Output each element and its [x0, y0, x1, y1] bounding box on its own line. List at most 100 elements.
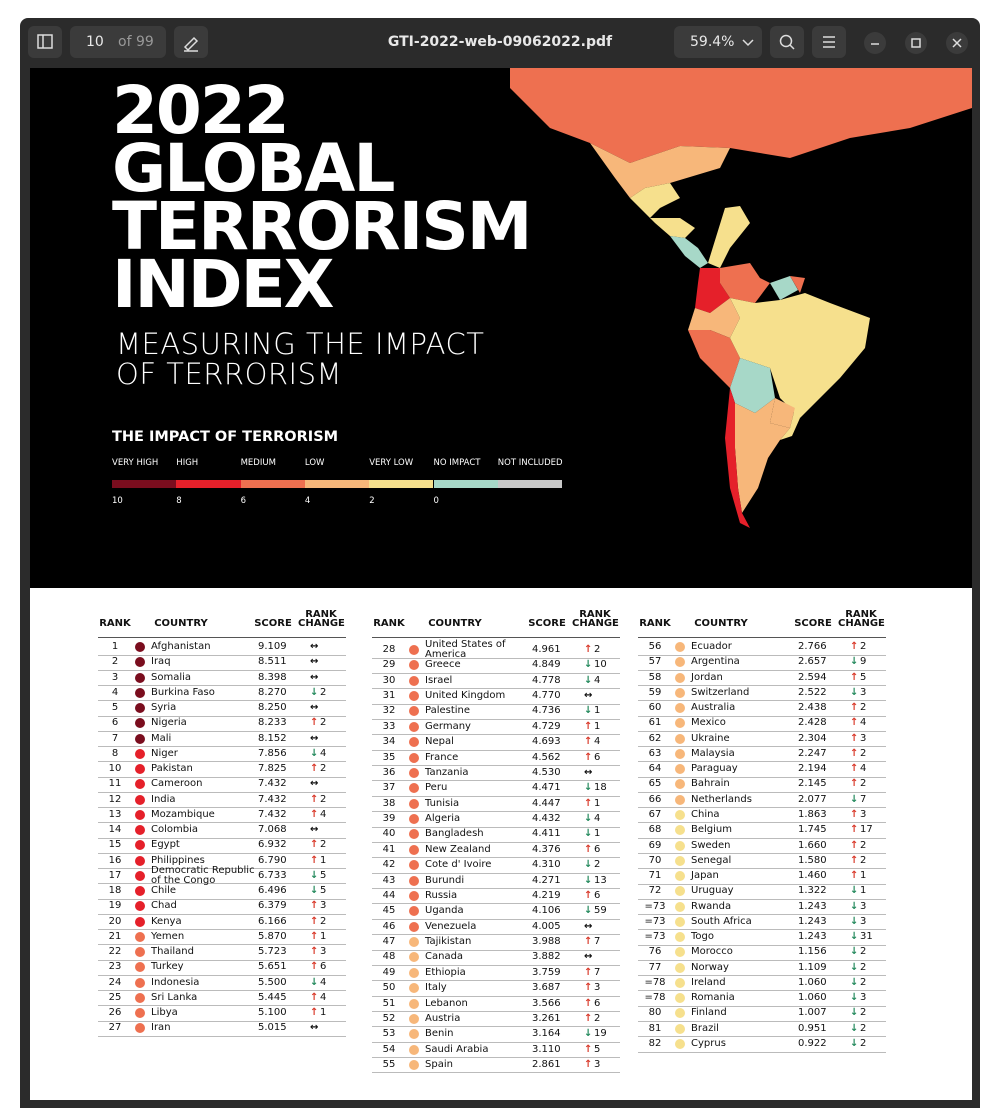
subtitle-line: MEASURING THE IMPACT [116, 327, 485, 361]
country: Colombia [151, 824, 198, 835]
score: 2.304 [798, 732, 827, 744]
row-rule [98, 669, 346, 671]
row-rule [638, 1020, 886, 1022]
row-rule [98, 807, 346, 808]
search-button[interactable] [770, 26, 804, 58]
row-rule [638, 761, 886, 763]
row-rule [98, 822, 346, 824]
score-dot [675, 1023, 685, 1034]
close-button[interactable] [946, 32, 968, 54]
column-header: COUNTRY [428, 618, 482, 629]
score: 4.778 [532, 674, 561, 686]
change-value: 2 [860, 747, 867, 759]
row-rule [372, 1057, 620, 1059]
window-controls [864, 32, 968, 54]
change-value: 6 [594, 997, 601, 1009]
score: 1.460 [798, 870, 827, 882]
change-value: 2 [320, 839, 327, 851]
country: Kenya [151, 915, 182, 927]
row-rule [372, 980, 620, 982]
menu-button[interactable] [812, 26, 846, 58]
change-arrow: ↔ [584, 690, 593, 702]
score: 1.745 [798, 824, 827, 836]
change-arrow: ↑ [584, 982, 593, 994]
rank: =78 [644, 992, 666, 1004]
rank: 54 [382, 1043, 396, 1055]
change-arrow: ↑ [310, 930, 319, 942]
country: Benin [425, 1028, 454, 1040]
title-line: TERRORISM [112, 188, 532, 265]
file-name: GTI-2022-web-09062022.pdf [387, 34, 613, 50]
score: 5.723 [258, 946, 287, 957]
change-arrow: ↓ [850, 961, 859, 973]
row-rule [98, 1005, 346, 1007]
score-dot [409, 952, 419, 963]
maximize-button[interactable] [905, 32, 927, 54]
country: Malaysia [691, 747, 735, 759]
country: Turkey [151, 961, 184, 973]
change-value: 1 [860, 885, 867, 897]
score: 3.566 [532, 997, 561, 1009]
sidebar-button[interactable] [28, 26, 62, 58]
score-dot [675, 840, 685, 851]
country: Morocco [691, 946, 733, 958]
score-dot [675, 993, 685, 1004]
change-arrow: ↑ [310, 839, 319, 851]
rank: 68 [648, 824, 662, 836]
change-value: 3 [860, 732, 867, 744]
legend-label: LOW [304, 458, 325, 468]
annotate-button[interactable] [174, 26, 208, 58]
zoom-select[interactable]: 59.4% [674, 26, 762, 58]
column-header: RANK CHANGE [298, 609, 345, 629]
rank: =73 [644, 915, 666, 927]
score: 1.156 [798, 946, 827, 958]
change-value: 3 [594, 982, 601, 994]
change-arrow: ↑ [310, 763, 319, 774]
row-rule [638, 868, 886, 870]
change-arrow: ↑ [310, 915, 319, 927]
rank: 18 [108, 885, 122, 896]
change-value: 2 [860, 961, 867, 973]
country: Spain [425, 1058, 453, 1070]
score-dot [135, 748, 145, 759]
change-arrow: ↔ [310, 656, 319, 668]
score: 7.825 [258, 763, 287, 774]
score: 4.376 [532, 843, 561, 855]
page-input[interactable]: 10 of 99 [70, 26, 166, 58]
rank: 45 [382, 905, 396, 917]
score-dot [409, 675, 419, 686]
country: Thailand [151, 946, 194, 957]
rank: 44 [382, 889, 396, 901]
legend-swatch [497, 480, 563, 488]
country: Peru [425, 782, 448, 794]
change-value: 9 [860, 656, 867, 668]
country: Norway [691, 961, 729, 973]
country: Canada [425, 951, 464, 963]
country: Netherlands [691, 793, 752, 805]
change-value: 6 [594, 843, 601, 855]
country: Germany [425, 720, 471, 732]
country: Chile [151, 885, 177, 896]
change-arrow: ↑ [310, 854, 319, 866]
row-rule [98, 1020, 346, 1022]
change-arrow: ↑ [584, 936, 593, 948]
score: 4.562 [532, 751, 561, 763]
score: 1.060 [798, 976, 827, 988]
change-arrow: ↑ [850, 870, 859, 882]
score-dot [409, 814, 419, 825]
row-rule [372, 903, 620, 905]
score: 2.247 [798, 747, 827, 759]
column-header: RANK CHANGE [572, 609, 619, 629]
chevron-icon [742, 39, 754, 47]
rank: 26 [108, 1007, 122, 1018]
change-value: 5 [320, 885, 327, 896]
change-arrow: ↓ [850, 1038, 859, 1050]
column-header: SCORE [794, 618, 832, 629]
change-arrow: ↑ [584, 1058, 593, 1070]
change-arrow: ↑ [584, 736, 593, 748]
change-arrow: ↓ [850, 900, 859, 912]
score: 3.759 [532, 966, 561, 978]
minimize-button[interactable] [864, 32, 886, 54]
score: 3.687 [532, 982, 561, 994]
country: Libya [151, 1007, 178, 1018]
